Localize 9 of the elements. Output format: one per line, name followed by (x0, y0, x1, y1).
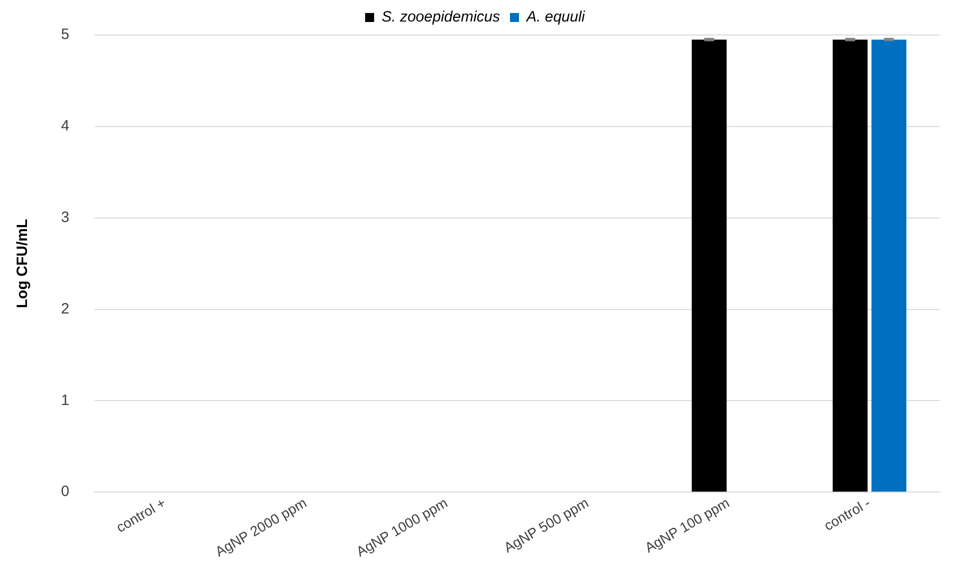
y-tick-label: 5 (61, 26, 70, 44)
y-tick-label: 0 (61, 483, 70, 500)
y-axis-title: Log CFU/mL (14, 218, 32, 308)
y-tick-label: 3 (61, 208, 70, 226)
y-tick-label: 1 (61, 392, 70, 409)
y-tick-label: 2 (61, 300, 70, 318)
legend-label: S. zooepidemicus (382, 8, 501, 26)
y-tick-label: 4 (61, 118, 70, 135)
legend-label: A. equuli (526, 8, 586, 26)
